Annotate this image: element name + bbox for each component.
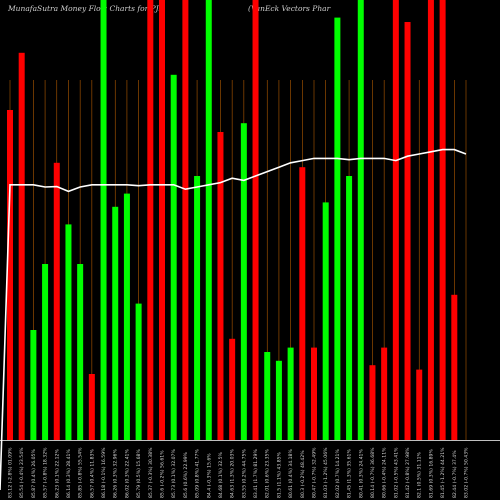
bar: [311, 347, 317, 440]
bar: [451, 294, 458, 440]
x-tick-label: 83.55 (0.2%) 44.75%: [241, 449, 247, 498]
bar: [275, 360, 282, 440]
x-tick-label: 86.18 (-0.1%) 16.59%: [101, 447, 107, 498]
bar: [30, 330, 37, 440]
bar: [88, 374, 95, 440]
bar: [322, 202, 329, 440]
x-tick-label: 81.45 (-1.2%) 44.21%: [440, 447, 446, 498]
bar: [205, 0, 212, 440]
bar: [334, 17, 341, 440]
x-tick-label: 81.03 (-1.2%) 45.06%: [323, 447, 329, 498]
x-tick-label: 80.41 (0.3%) 24.41%: [358, 449, 364, 498]
bar: [135, 303, 142, 440]
bar: [381, 347, 388, 440]
x-tick-label: 83.41 (1.7%) 81.29%: [253, 449, 259, 498]
x-tick-label: 81.5 (1.1%) 43.85%: [276, 451, 282, 498]
x-tick-label: 83.02 (-0.7%) 50.43%: [464, 447, 470, 498]
x-tick-label: 80.47 (-0.7%) 32.49%: [312, 447, 318, 498]
chart-header-left: MunafaSutra Money Flow Charts for PJP: [8, 4, 164, 13]
x-tick-label: 80.3 (-0.2%) 48.42%: [300, 450, 306, 498]
x-tick-label: 81.42 (-0.8%) 27.98%: [405, 447, 411, 498]
x-tick-label: 81.02 (-0.5%) 43.41%: [393, 447, 399, 498]
bar: [392, 0, 399, 440]
bar: [147, 0, 154, 440]
x-tick-label: 81.69 (0.3%) 16.89%: [428, 449, 434, 498]
bar: [427, 0, 434, 440]
x-tick-label: 86.57 (0.4%) 11.83%: [89, 449, 95, 498]
bar: [112, 206, 119, 440]
x-tick-label: 82.44 (-0.7%) 37.4%: [452, 450, 458, 498]
bar: [229, 338, 236, 440]
x-tick-label: 85.87 (0.4%) 26.05%: [31, 449, 37, 498]
x-tick-label: 86.02 (0.3%) 22.41%: [124, 449, 130, 498]
bar: [264, 352, 271, 440]
x-tick-label: 82.01 (0.6%) 23.35%: [265, 449, 271, 498]
x-tick-label: 86.14 (0.3%) 28.41%: [66, 449, 72, 498]
bar: [346, 176, 353, 440]
x-tick-label: 85.6 (0.6%) 22.99%: [183, 451, 189, 498]
x-tick-label: 80.14 (-0.7%) 36.68%: [370, 447, 376, 498]
x-tick-label: 83.12 (-2.8%) 01.09%: [8, 447, 14, 498]
bar: [182, 0, 189, 440]
x-tick-label: 85.54 (-0.4%) 23.54%: [19, 447, 25, 498]
bar: [7, 110, 13, 440]
bar: [404, 22, 411, 440]
bar: [77, 264, 84, 440]
bar: [240, 123, 247, 440]
tick-labels-group: 83.12 (-2.8%) 01.09% 85.54 (-0.4%) 23.54%…: [8, 447, 470, 498]
bar: [65, 224, 72, 440]
x-tick-label: 85.57 (-0.8%) 18.32%: [43, 447, 49, 498]
x-tick-label: 80.66 (-0.4%) 24.11%: [382, 447, 388, 498]
bar: [53, 162, 60, 441]
x-tick-label: 85.09 (0.8%) 41.77%: [195, 449, 201, 498]
x-tick-label: 82.02 (0.7%) 14.21%: [335, 449, 341, 498]
bar: [299, 167, 306, 440]
bar: [439, 0, 446, 440]
bar: [123, 193, 130, 440]
x-tick-label: 80.61 (0.4%) 34.18%: [288, 449, 294, 498]
bar: [159, 0, 165, 440]
x-tick-label: 81.45 (1.3%) 35.61%: [347, 449, 353, 498]
x-tick-label: 85.85 (-0.8%) 55.54%: [78, 447, 84, 498]
x-tick-label: 85.73 (0.1%) 32.07%: [171, 449, 177, 498]
bar: [170, 74, 177, 441]
bar: [100, 0, 107, 440]
x-tick-label: 85.79 (0.5%) 15.68%: [136, 449, 142, 498]
x-tick-label: 86.23 (0.1%) 22.12%: [54, 449, 60, 498]
x-tick-label: 86.26 (0.3%) 32.96%: [113, 449, 119, 498]
chart-header-right: (VanEck Vectors Phar: [248, 4, 331, 13]
bar: [416, 369, 423, 440]
line-group: [0, 148, 500, 491]
bar: [369, 365, 376, 440]
x-tick-label: 85.6 (-0.2%) 56.61%: [160, 450, 166, 498]
bar: [252, 0, 259, 440]
bar: [42, 264, 49, 440]
bar: [287, 347, 294, 440]
x-tick-label: 84.4 (-0.3%) 15.6%: [206, 453, 212, 498]
bars-group: [7, 0, 458, 441]
bar: [18, 52, 25, 441]
x-tick-label: 82.1 (0.5%) 31.11%: [417, 451, 423, 498]
bar: [357, 0, 364, 440]
bar: [217, 132, 224, 440]
x-tick-label: 84.68 (0.1%) 32.5%: [218, 451, 224, 498]
money-flow-line: [0, 148, 467, 491]
x-tick-label: 84.63 (1.3%) 20.03%: [230, 449, 236, 498]
x-tick-label: 85.37 (-0.3%) 30.38%: [148, 447, 154, 498]
bar: [194, 176, 201, 440]
